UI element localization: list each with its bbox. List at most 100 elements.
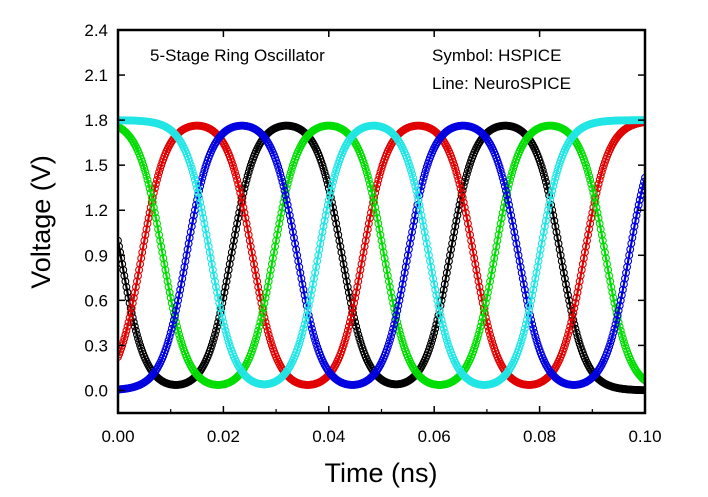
hspice-point <box>220 322 229 331</box>
hspice-point <box>142 225 151 234</box>
hspice-point <box>505 201 513 209</box>
hspice-point <box>439 285 448 294</box>
hspice-point <box>164 336 173 345</box>
hspice-point <box>449 233 458 242</box>
hspice-point <box>213 288 222 297</box>
hspice-point <box>600 248 609 257</box>
hspice-point <box>158 248 167 257</box>
hspice-point <box>118 236 122 245</box>
hspice-point <box>150 184 159 193</box>
hspice-point <box>547 191 556 200</box>
hspice-point <box>270 248 278 257</box>
hspice-point <box>635 196 644 204</box>
hspice-point <box>370 198 379 207</box>
hspice-point <box>376 230 385 239</box>
hspice-point <box>583 164 591 173</box>
hspice-point <box>335 236 344 245</box>
hspice-point <box>343 326 352 335</box>
hspice-point <box>435 306 444 315</box>
hspice-point <box>513 245 522 254</box>
hspice-point <box>541 216 550 225</box>
hspice-point <box>359 248 368 257</box>
hspice-point <box>234 180 243 188</box>
hspice-point <box>274 163 283 171</box>
hspice-point <box>597 230 606 239</box>
hspice-point <box>497 170 506 179</box>
hspice-point <box>617 330 626 339</box>
hspice-point <box>122 283 131 291</box>
hspice-point <box>587 214 596 223</box>
hspice-point <box>307 324 316 333</box>
hspice-point <box>330 173 339 182</box>
hspice-point <box>367 208 375 217</box>
hspice-point <box>448 239 457 248</box>
hspice-point <box>355 334 364 343</box>
hspice-point <box>371 203 380 212</box>
hspice-point <box>315 245 324 254</box>
hspice-point <box>262 322 271 331</box>
hspice-point <box>164 283 173 291</box>
hspice-point <box>252 334 261 343</box>
hspice-point <box>160 260 169 269</box>
hspice-point <box>332 219 341 228</box>
hspice-point <box>294 257 303 266</box>
hspice-point <box>574 283 583 291</box>
hspice-point <box>418 216 427 225</box>
hspice-point <box>142 171 151 180</box>
hspice-point <box>508 216 517 225</box>
hspice-point <box>490 254 499 263</box>
hspice-point <box>452 216 461 225</box>
hspice-point <box>541 177 550 186</box>
hspice-point <box>595 219 604 228</box>
hspice-point <box>457 188 466 197</box>
hspice-point <box>484 322 492 331</box>
hspice-point <box>153 175 161 184</box>
hspice-point <box>510 228 519 236</box>
hspice-point <box>486 330 495 339</box>
hspice-point <box>264 330 273 339</box>
hspice-point <box>420 170 429 179</box>
hspice-point <box>364 175 373 184</box>
hspice-point <box>572 328 581 337</box>
hspice-point <box>157 242 166 251</box>
hspice-point <box>473 334 482 343</box>
hspice-point <box>215 299 224 307</box>
hspice-point <box>573 288 582 297</box>
hspice-point <box>153 219 161 228</box>
hspice-point <box>461 208 470 217</box>
hspice-point <box>333 225 342 234</box>
hspice-point <box>495 225 504 234</box>
hspice-point <box>430 280 439 289</box>
hspice-point <box>532 268 541 277</box>
hspice-point <box>398 280 407 289</box>
hspice-point <box>154 225 163 234</box>
hspice-point <box>363 225 372 234</box>
hspice-point <box>431 285 440 294</box>
hspice-point <box>441 274 450 283</box>
hspice-point <box>337 248 346 257</box>
hspice-point <box>606 277 615 286</box>
y-tick-label: 1.2 <box>84 201 108 220</box>
hspice-point <box>430 328 439 337</box>
hspice-point <box>311 268 320 277</box>
hspice-point <box>268 254 277 263</box>
hspice-point <box>463 219 472 228</box>
hspice-point <box>162 271 171 280</box>
hspice-point <box>130 322 139 331</box>
hspice-point <box>614 306 623 315</box>
hspice-point <box>301 316 310 324</box>
hspice-point <box>596 225 605 234</box>
hspice-point <box>520 324 529 333</box>
hspice-point <box>328 182 336 191</box>
hspice-point <box>438 320 447 329</box>
hspice-point <box>473 271 482 280</box>
hspice-point <box>511 233 520 242</box>
x-tick-label: 0.04 <box>312 427 345 446</box>
hspice-point <box>196 198 205 207</box>
hspice-point <box>410 177 419 186</box>
hspice-point <box>177 138 186 147</box>
hspice-point <box>257 313 266 322</box>
hspice-point <box>362 168 371 177</box>
hspice-point <box>516 339 525 348</box>
hspice-point <box>528 291 537 300</box>
